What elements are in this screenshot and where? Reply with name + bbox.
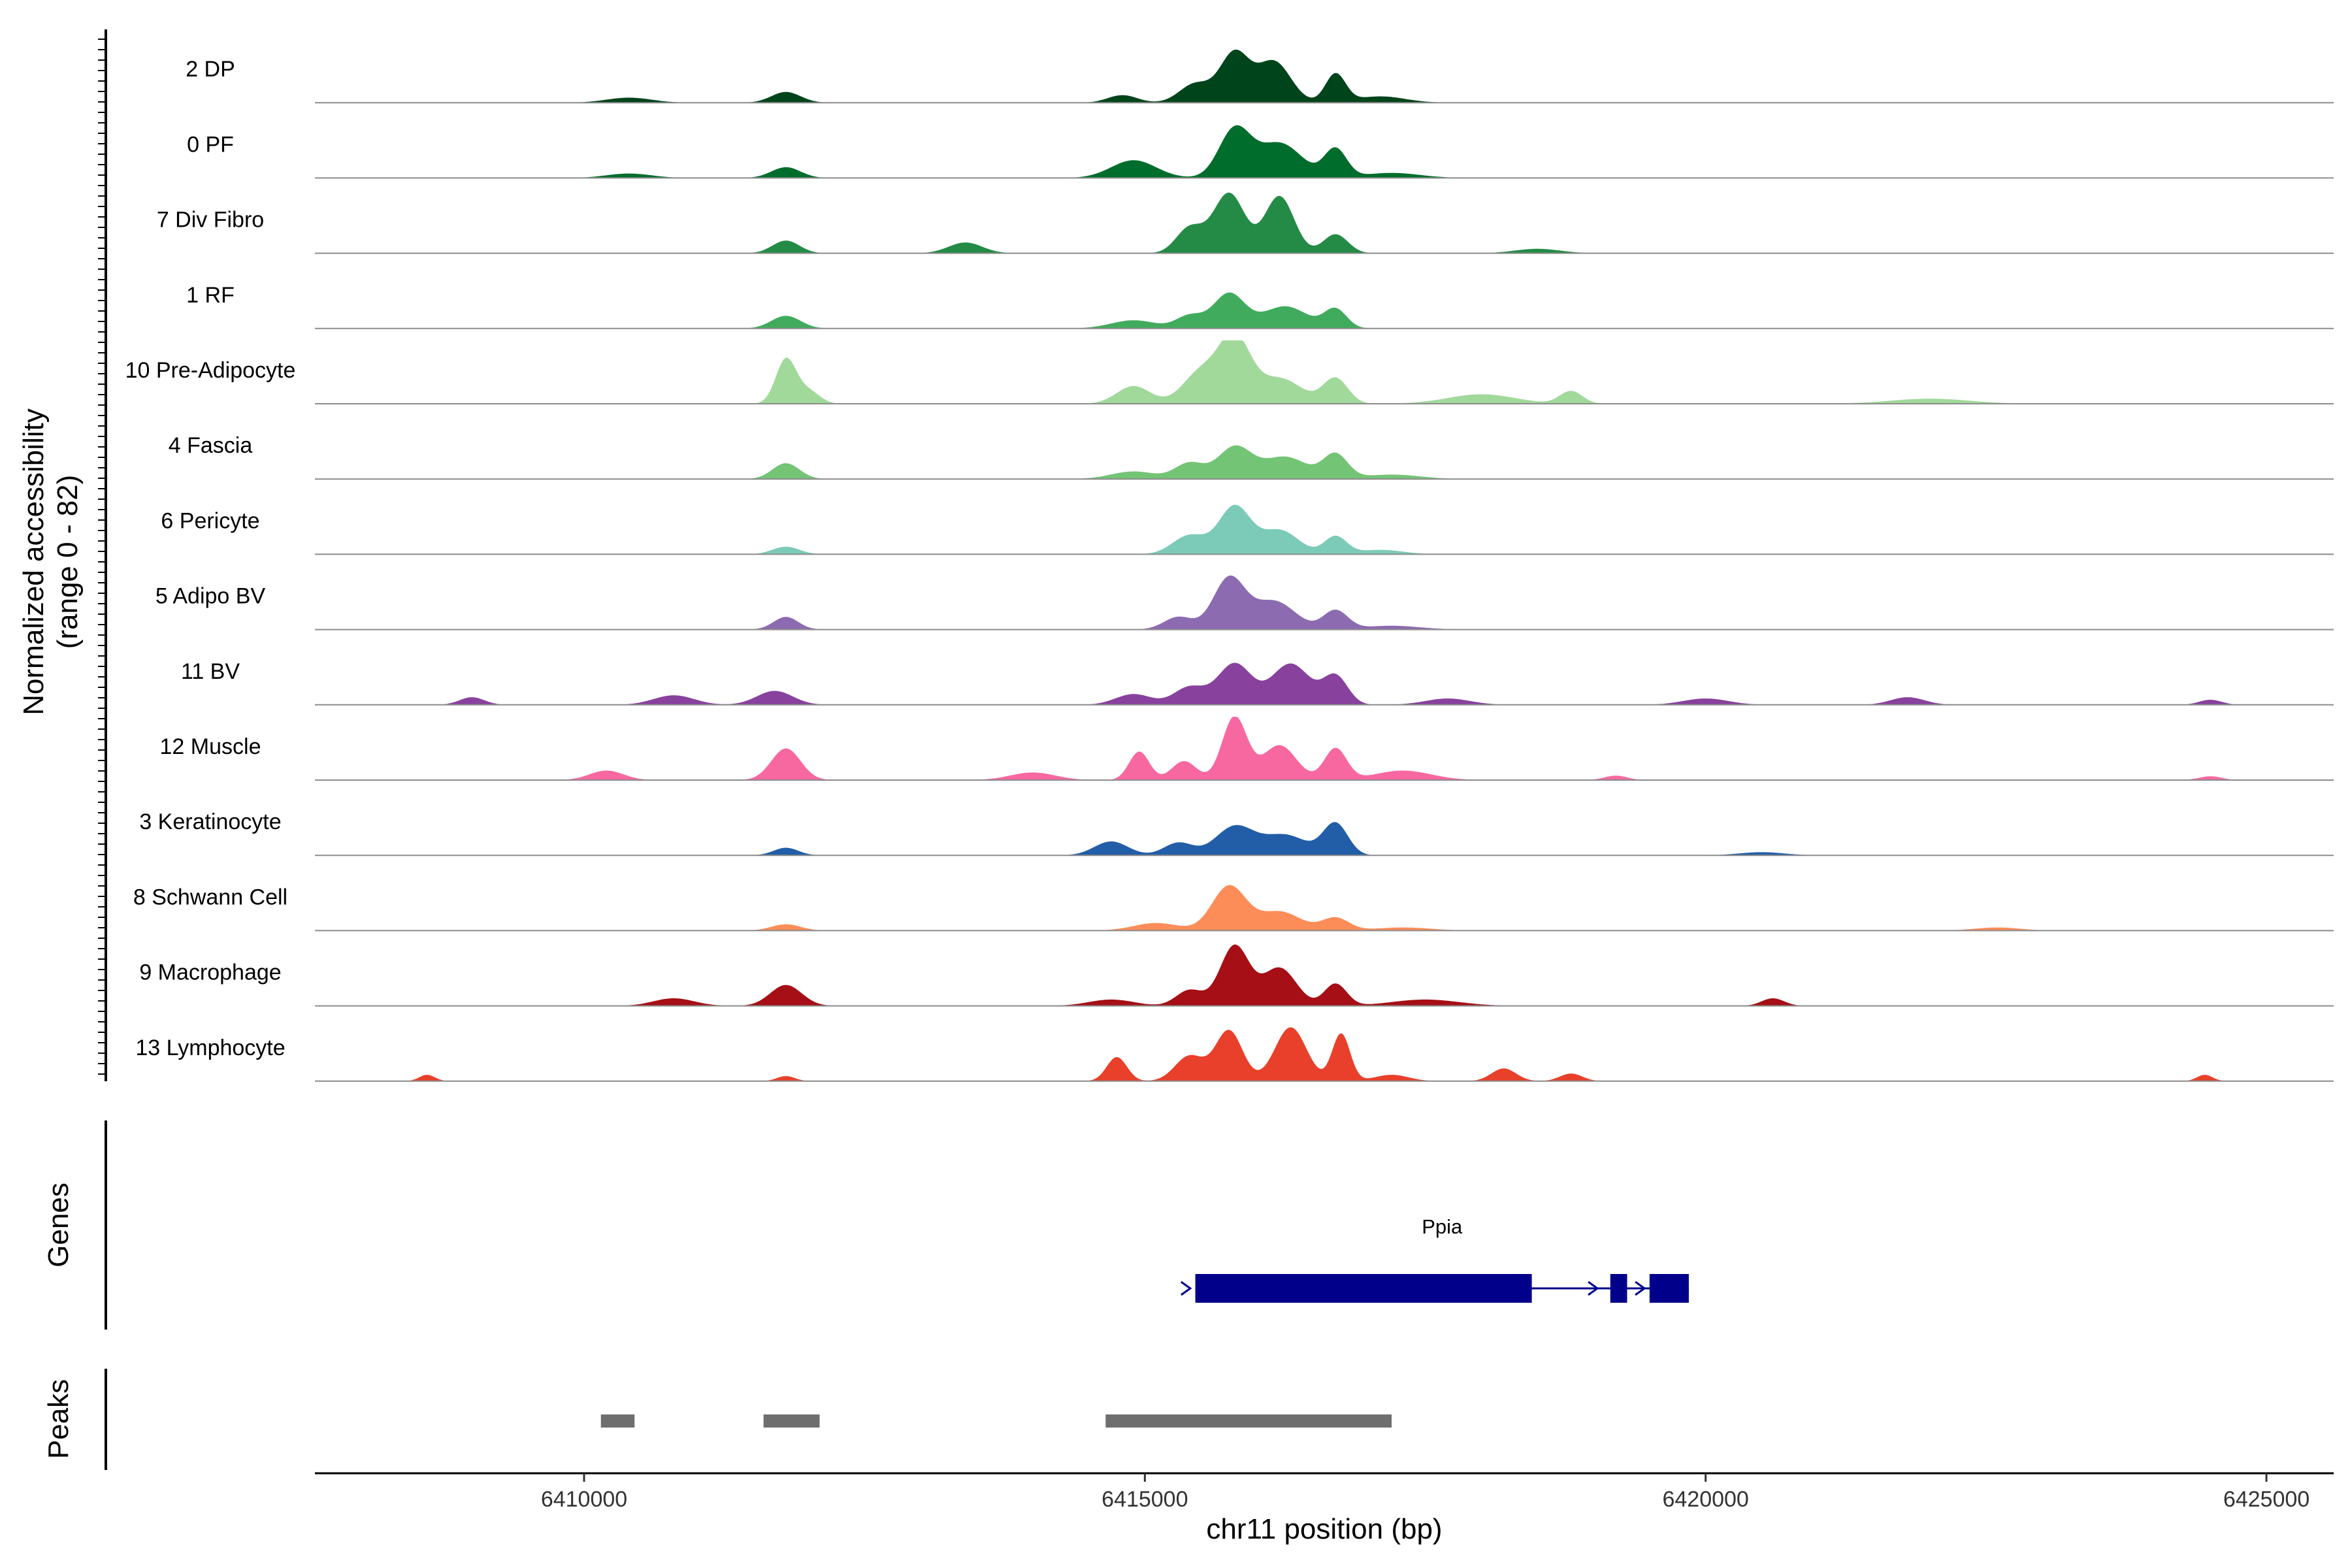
peak-region [763,1414,820,1428]
track-label: 6 Pericyte [161,508,259,533]
coverage-area [315,1027,2334,1081]
genes-track-title: Genes [42,1183,74,1267]
track-10-pre-adipocyte: 10 Pre-Adipocyte [125,340,2334,404]
track-0-pf: 0 PF [187,125,2334,179]
gene-ppia: Ppia [1180,1215,1689,1303]
coverage-area [315,662,2334,705]
peak-region [1105,1414,1392,1428]
track-label: 4 Fascia [169,433,253,458]
coverage-area [315,340,2334,404]
track-13-lymphocyte: 13 Lymphocyte [135,1027,2334,1082]
coverage-area [315,822,2334,856]
track-7-div-fibro: 7 Div Fibro [157,192,2334,254]
gene-exon [1195,1274,1532,1303]
x-tick-label: 6415000 [1102,1487,1188,1512]
track-label: 13 Lymphocyte [135,1036,285,1060]
strand-arrow-icon [1180,1281,1192,1296]
x-tick-label: 6410000 [541,1487,627,1512]
coverage-area [315,125,2334,178]
x-axis: chr11 position (bp) 6410000 6415000 642000… [315,1472,2334,1545]
track-label: 0 PF [187,132,234,157]
track-label: 12 Muscle [160,734,261,759]
track-label: 2 DP [186,57,235,82]
coverage-area [315,49,2334,103]
coverage-area [315,944,2334,1006]
coverage-area [315,504,2334,555]
track-12-muscle: 12 Muscle [160,717,2334,781]
coverage-area [315,445,2334,480]
x-axis-title: chr11 position (bp) [1206,1513,1442,1545]
track-1-rf: 1 RF [186,283,2334,329]
gene-track: Genes Ppia [42,1120,1689,1330]
y-axis-title-line2: (range 0 - 82) [52,475,84,649]
track-label: 7 Div Fibro [157,208,264,233]
track-label: 3 Keratinocyte [139,809,281,834]
track-4-fascia: 4 Fascia [169,433,2334,480]
coverage-area [315,292,2334,329]
y-axis-title-line1: Normalized accessibility [18,408,50,715]
gene-exon [1610,1274,1627,1303]
coverage-area [315,575,2334,630]
coverage-area [315,192,2334,253]
x-tick-label: 6420000 [1662,1487,1748,1512]
x-tick-label: 6425000 [2223,1487,2310,1512]
track-8-schwann-cell: 8 Schwann Cell [133,885,2334,932]
y-axis-ticks [98,39,106,1075]
track-label: 11 BV [181,659,240,684]
gene-name-label: Ppia [1422,1215,1463,1238]
track-5-adipo-bv: 5 Adipo BV [155,575,2334,630]
y-axis-title: Normalized accessibility (range 0 - 82) [18,408,84,715]
track-label: 5 Adipo BV [155,584,266,609]
peak-track: Peaks [42,1369,1392,1470]
track-3-keratinocyte: 3 Keratinocyte [139,809,2334,857]
peak-region [600,1414,635,1428]
track-6-pericyte: 6 Pericyte [161,504,2334,555]
peaks-track-title: Peaks [42,1379,74,1459]
track-label: 9 Macrophage [139,960,281,985]
coverage-area [315,885,2334,931]
track-2-dp: 2 DP [186,49,2334,104]
coverage-area [315,717,2334,780]
coverage-tracks: 2 DP 0 PF 7 Div Fibro 1 RF 10 Pre-Adipocyte 4… [125,49,2334,1082]
strand-arrow-icon [1588,1281,1599,1296]
track-11-bv: 11 BV [181,659,2334,706]
strand-arrow-icon [1635,1281,1646,1296]
track-label: 8 Schwann Cell [133,885,287,909]
track-label: 1 RF [186,283,235,308]
track-9-macrophage: 9 Macrophage [139,944,2334,1007]
track-label: 10 Pre-Adipocyte [125,358,296,383]
gene-exon [1649,1274,1689,1303]
